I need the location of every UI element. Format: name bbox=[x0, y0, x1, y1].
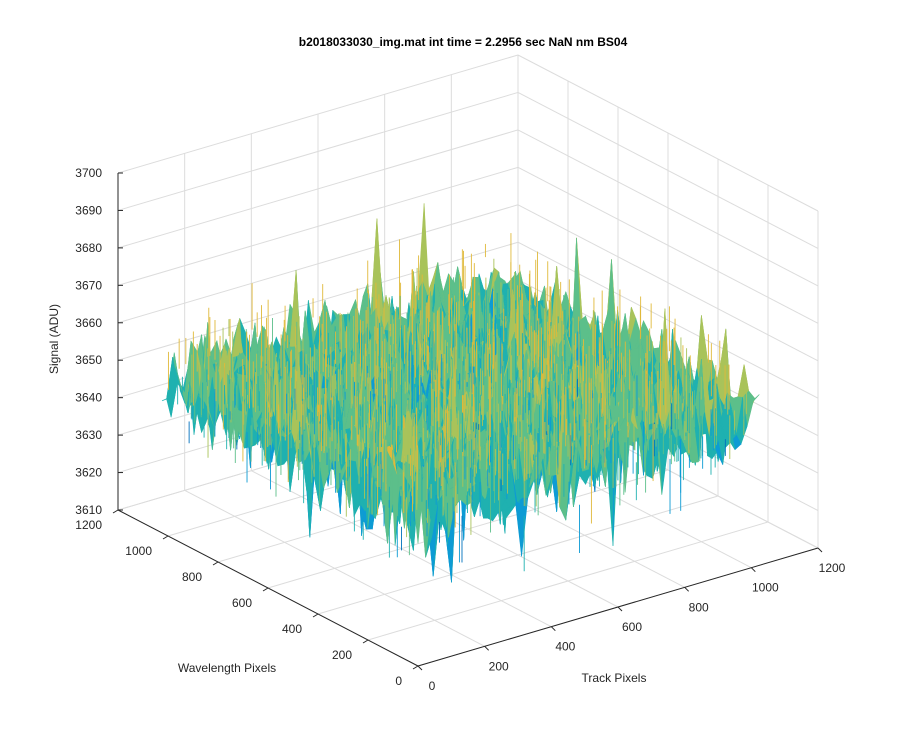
grid-line bbox=[117, 129, 519, 249]
y-tick-mark bbox=[312, 613, 319, 618]
y-tick-label: 800 bbox=[182, 570, 202, 584]
grid-line bbox=[117, 241, 519, 361]
y-tick-label: 600 bbox=[232, 596, 252, 610]
grid-line bbox=[517, 166, 819, 324]
x-tick-label: 600 bbox=[622, 620, 642, 634]
z-tick-label: 3640 bbox=[75, 391, 102, 405]
z-tick-label: 3620 bbox=[75, 466, 102, 480]
x-tick-mark bbox=[417, 665, 423, 671]
z-tick-label: 3700 bbox=[75, 166, 102, 180]
surface-data bbox=[161, 203, 760, 583]
grid-line bbox=[117, 91, 519, 211]
tick-labels: 0 200 400 600 800 1000 1200 0 200 400 600 800 1000 12… bbox=[75, 166, 845, 693]
chart-title: b2018033030_img.mat int time = 2.2956 se… bbox=[299, 35, 628, 49]
z-tick-label: 3630 bbox=[75, 428, 102, 442]
z-axis-label: Signal (ADU) bbox=[47, 304, 61, 374]
x-tick-mark bbox=[617, 606, 623, 612]
x-tick-label: 400 bbox=[555, 640, 575, 654]
y-tick-mark bbox=[412, 665, 419, 670]
y-tick-mark bbox=[112, 509, 119, 514]
grid-line bbox=[517, 92, 819, 249]
y-tick-mark bbox=[212, 561, 219, 566]
y-axis-label: Wavelength Pixels bbox=[178, 661, 276, 675]
x-tick-label: 200 bbox=[489, 659, 509, 673]
x-tick-mark bbox=[684, 586, 690, 592]
y-tick-mark bbox=[262, 587, 269, 592]
grid-line bbox=[267, 469, 669, 589]
x-tick-label: 0 bbox=[429, 679, 436, 693]
z-tick-label: 3690 bbox=[75, 203, 102, 217]
grid-line bbox=[517, 129, 819, 287]
x-tick-mark bbox=[550, 626, 556, 632]
grid-line bbox=[517, 204, 819, 362]
z-tick-label: 3680 bbox=[75, 241, 102, 255]
x-axis-label: Track Pixels bbox=[582, 671, 647, 685]
grid-line bbox=[117, 166, 519, 286]
grid-line bbox=[517, 54, 819, 212]
x-tick-mark bbox=[484, 645, 490, 651]
grid-line bbox=[317, 495, 719, 615]
x-tick-label: 1000 bbox=[752, 581, 779, 595]
y-tick-label: 200 bbox=[332, 648, 352, 662]
z-tick-label: 3660 bbox=[75, 316, 102, 330]
z-tick-label: 3670 bbox=[75, 278, 102, 292]
axis-lines bbox=[112, 172, 823, 671]
x-tick-label: 800 bbox=[689, 600, 709, 614]
y-tick-mark bbox=[162, 535, 169, 540]
y-tick-label: 400 bbox=[282, 622, 302, 636]
grid-line bbox=[367, 521, 769, 641]
grid-line bbox=[517, 241, 819, 399]
z-tick-label: 3650 bbox=[75, 353, 102, 367]
y-tick-label: 1200 bbox=[75, 518, 102, 532]
grid-line bbox=[117, 54, 519, 174]
z-tick-label: 3610 bbox=[75, 503, 102, 517]
x-tick-mark bbox=[750, 567, 756, 573]
x-tick-label: 1200 bbox=[819, 561, 846, 575]
y-tick-mark bbox=[362, 639, 369, 644]
y-tick-label: 1000 bbox=[125, 544, 152, 558]
grid-line bbox=[117, 204, 519, 324]
x-tick-mark bbox=[817, 547, 823, 553]
y-tick-label: 0 bbox=[395, 674, 402, 688]
